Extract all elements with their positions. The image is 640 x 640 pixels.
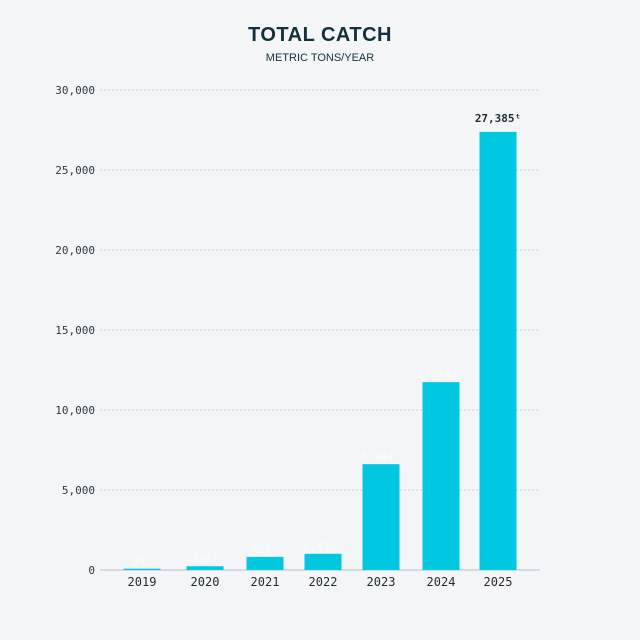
y-tick-label: 10,000 <box>55 404 95 417</box>
y-tick-label: 30,000 <box>55 84 95 97</box>
x-tick-label: 2024 <box>427 575 456 589</box>
x-tick-label: 2025 <box>484 575 513 589</box>
y-tick-label: 5,000 <box>62 484 95 497</box>
bar-2020 <box>186 566 224 570</box>
bar-2025 <box>479 131 517 570</box>
bar-2023 <box>362 464 400 570</box>
data-label: 11,740ᵗ <box>418 368 464 381</box>
x-tick-label: 2021 <box>251 575 280 589</box>
x-tick-label: 2022 <box>309 575 338 589</box>
y-tick-label: 25,000 <box>55 164 95 177</box>
bar-2019 <box>123 568 161 570</box>
chart-title: TOTAL CATCH <box>247 24 392 46</box>
x-tick-label: 2023 <box>367 575 396 589</box>
x-tick-label: 2020 <box>191 575 220 589</box>
bar-2022 <box>304 553 342 570</box>
y-tick-label: 20,000 <box>55 244 95 257</box>
data-label: 236ᵗ <box>192 552 219 565</box>
data-label: 1,012ᵗ <box>303 540 343 553</box>
bar-2024 <box>422 382 460 570</box>
data-label: 6,614ᵗ <box>361 450 401 463</box>
y-tick-label: 15,000 <box>55 324 95 337</box>
x-tick-label: 2019 <box>128 575 157 589</box>
bar-2021 <box>246 556 284 570</box>
data-label: 27,385ᵗ <box>475 112 521 125</box>
chart-subtitle: METRIC TONS/YEAR <box>265 52 375 64</box>
data-label: 83ᵗ <box>132 555 152 568</box>
data-label: 820ᵗ <box>252 543 279 556</box>
y-tick-label: 0 <box>88 564 95 577</box>
